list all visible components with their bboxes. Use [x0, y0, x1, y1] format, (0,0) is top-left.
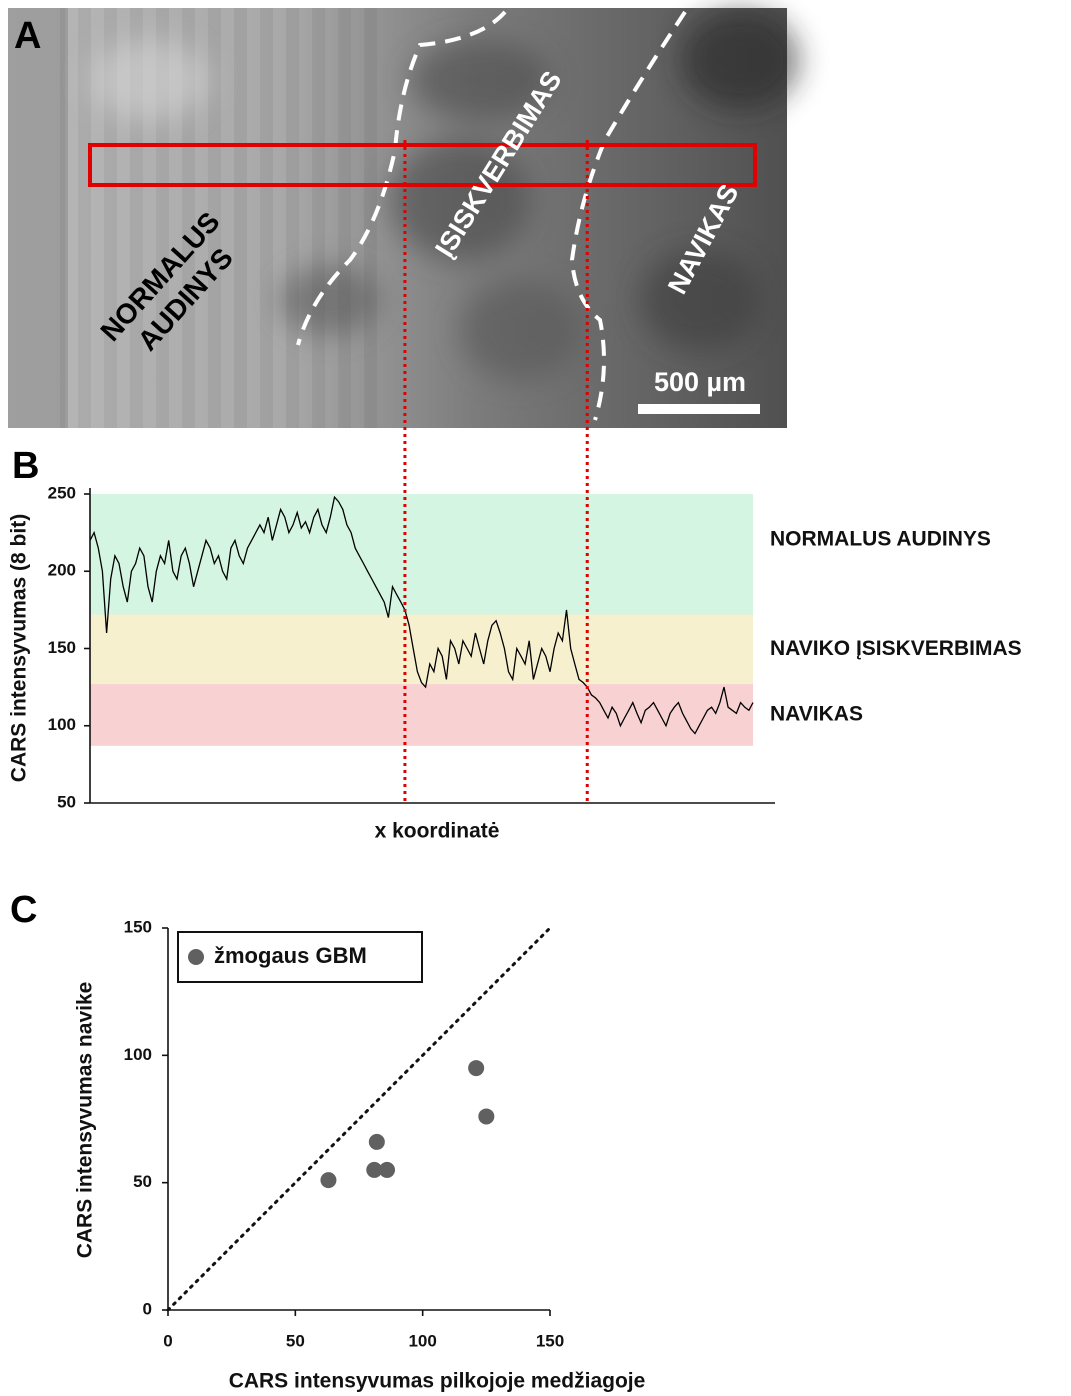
- y-tick-label: 50: [133, 1172, 152, 1191]
- band-label: NORMALUS AUDINYS: [770, 528, 991, 551]
- panel-label: C: [10, 889, 37, 931]
- x-tick-label: 0: [163, 1331, 172, 1350]
- data-point: [468, 1060, 485, 1077]
- legend-marker: [188, 949, 204, 965]
- y-tick-label: 0: [143, 1299, 152, 1318]
- legend-label: žmogaus GBM: [214, 943, 367, 968]
- y-axis-label: CARS intensyvumas navike: [74, 982, 97, 1259]
- data-point: [478, 1108, 495, 1125]
- band: [90, 614, 753, 685]
- data-point: [368, 1133, 385, 1150]
- legend-box: [177, 931, 423, 983]
- data-point: [320, 1172, 337, 1189]
- x-tick-label: 50: [286, 1331, 305, 1350]
- y-tick-label: 250: [48, 483, 76, 502]
- y-tick-label: 200: [48, 561, 76, 580]
- microscopy-image: [8, 8, 800, 428]
- x-tick-label: 100: [408, 1331, 436, 1350]
- identity-line: [166, 926, 552, 1312]
- band: [90, 494, 753, 615]
- band: [90, 684, 753, 746]
- y-tick-label: 150: [48, 638, 76, 657]
- y-tick-label: 150: [124, 917, 152, 936]
- y-tick-label: 100: [48, 715, 76, 734]
- x-axis-label: x koordinatė: [375, 820, 500, 843]
- x-axis-label: CARS intensyvumas pilkojoje medžiagoje: [229, 1370, 646, 1393]
- y-tick-label: 100: [124, 1045, 152, 1064]
- panel-label: A: [14, 15, 41, 57]
- data-point: [366, 1161, 383, 1178]
- band-label: NAVIKAS: [770, 702, 863, 725]
- x-tick-label: 150: [536, 1331, 564, 1350]
- intensity-line: [89, 495, 754, 735]
- data-point: [379, 1161, 396, 1178]
- panel-label: B: [12, 445, 39, 487]
- y-tick-label: 50: [57, 792, 76, 811]
- band-label: NAVIKO ĮSISKVERBIMAS: [770, 637, 1022, 660]
- scale-bar-label: 500 µm: [654, 367, 746, 397]
- y-axis-label: CARS intensyvumas (8 bit): [8, 514, 31, 782]
